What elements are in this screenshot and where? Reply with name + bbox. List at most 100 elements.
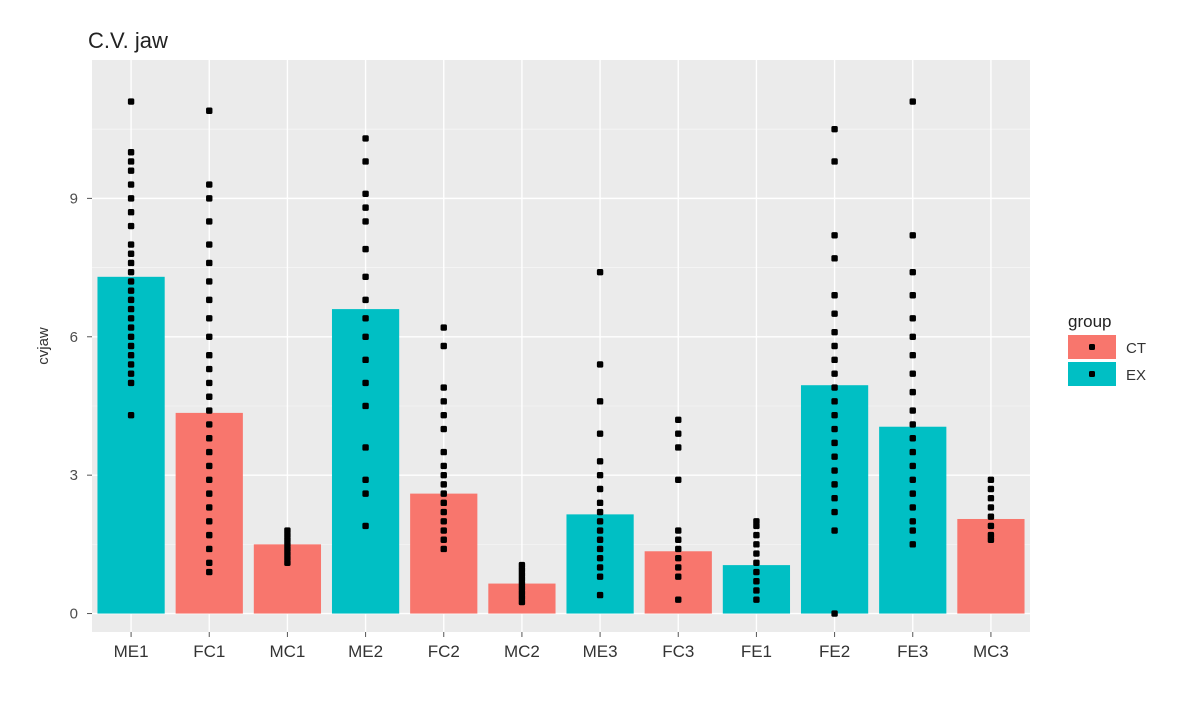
point-mc3 <box>987 495 995 502</box>
point-fe2 <box>831 439 838 447</box>
point-fc1 <box>206 278 213 285</box>
point-fc1 <box>206 241 213 248</box>
plot-panel <box>92 60 1030 632</box>
point-fe1 <box>753 578 760 585</box>
point-fc1 <box>206 545 213 553</box>
legend: group CT EX <box>1068 312 1146 386</box>
point-fc1 <box>206 315 213 322</box>
point-fe3 <box>909 421 916 428</box>
x-tick-label-me2: ME2 <box>348 642 383 661</box>
point-fe2 <box>831 527 838 534</box>
point-fc3 <box>675 430 682 437</box>
y-tick-label: 0 <box>70 606 78 623</box>
point-fe3 <box>909 98 916 105</box>
point-fe3 <box>909 352 916 359</box>
point-fc3 <box>675 536 682 543</box>
point-fe3 <box>909 292 916 299</box>
point-fc1 <box>206 296 213 304</box>
point-me1 <box>127 181 135 188</box>
point-me3 <box>596 471 604 479</box>
legend-key-point <box>1089 344 1095 350</box>
point-fc1 <box>206 568 213 576</box>
point-mc3 <box>987 536 995 543</box>
point-fe3 <box>909 315 916 322</box>
bar-me2 <box>331 309 400 614</box>
point-me2 <box>362 158 369 165</box>
point-me2 <box>362 315 369 322</box>
point-fe1 <box>753 531 760 539</box>
point-me3 <box>596 591 604 599</box>
point-fc1 <box>206 531 213 539</box>
point-me3 <box>596 554 604 562</box>
point-fc2 <box>440 471 447 479</box>
bars <box>97 276 1025 614</box>
point-fe3 <box>909 435 916 442</box>
x-axis-ticks: ME1 FC1 MC1 ME2 FC2 MC2 ME3 FC3 FE1 FE2 FE3 MC3 <box>114 632 1009 661</box>
point-me1 <box>127 361 135 368</box>
point-fc1 <box>206 181 213 188</box>
y-tick-label: 6 <box>70 329 78 346</box>
point-me1 <box>127 167 135 174</box>
point-fe3 <box>909 232 916 239</box>
point-fc1 <box>206 352 213 359</box>
point-me2 <box>362 490 369 497</box>
point-fe2 <box>831 356 838 364</box>
point-fc2 <box>440 481 447 488</box>
point-fe3 <box>909 527 916 534</box>
point-fc2 <box>440 527 447 534</box>
point-fc1 <box>206 462 213 470</box>
point-fc3 <box>675 573 682 580</box>
point-fe2 <box>831 411 838 419</box>
point-fc3 <box>675 596 682 603</box>
point-fc2 <box>440 545 447 553</box>
y-axis-label: cvjaw <box>35 327 52 365</box>
bar-me1 <box>97 276 165 614</box>
point-fc2 <box>440 398 447 405</box>
point-me3 <box>596 430 604 437</box>
point-fc1 <box>206 259 213 267</box>
point-fc1 <box>206 365 213 373</box>
point-me1 <box>127 333 135 340</box>
x-tick-label-fe1: FE1 <box>741 642 772 661</box>
point-me2 <box>362 476 369 483</box>
point-me3 <box>596 398 604 405</box>
point-me1 <box>127 296 135 304</box>
point-me1 <box>127 222 135 230</box>
point-fc3 <box>675 554 682 562</box>
point-me1 <box>127 287 135 294</box>
point-me3 <box>596 536 604 543</box>
point-fe2 <box>831 610 838 617</box>
x-tick-label-fc3: FC3 <box>662 642 694 661</box>
point-fe3 <box>909 370 916 377</box>
point-fe3 <box>909 333 916 340</box>
point-me2 <box>362 190 369 197</box>
point-fe2 <box>831 158 838 165</box>
point-fe2 <box>831 467 838 474</box>
x-tick-label-me1: ME1 <box>114 642 149 661</box>
point-me1 <box>127 195 135 202</box>
point-me1 <box>127 324 135 331</box>
x-tick-label-fe3: FE3 <box>897 642 928 661</box>
legend-label-ct: CT <box>1126 340 1146 357</box>
point-fc1 <box>206 448 213 456</box>
point-fc2 <box>440 411 447 419</box>
point-me2 <box>362 273 369 281</box>
point-fe3 <box>909 448 916 456</box>
point-me1 <box>127 305 135 313</box>
point-me1 <box>127 241 135 248</box>
point-fe1 <box>753 550 760 557</box>
point-me1 <box>127 158 135 165</box>
point-fc2 <box>440 425 447 433</box>
point-me1 <box>127 98 135 105</box>
point-me1 <box>127 315 135 322</box>
point-fc1 <box>206 421 213 428</box>
point-me3 <box>596 499 604 507</box>
point-me1 <box>127 370 135 377</box>
point-fe3 <box>909 407 916 414</box>
point-me1 <box>127 278 135 285</box>
point-me2 <box>362 402 369 410</box>
y-tick-label: 3 <box>70 467 78 484</box>
point-mc2 <box>518 598 526 606</box>
point-me3 <box>596 458 604 465</box>
point-fe1 <box>753 559 760 567</box>
